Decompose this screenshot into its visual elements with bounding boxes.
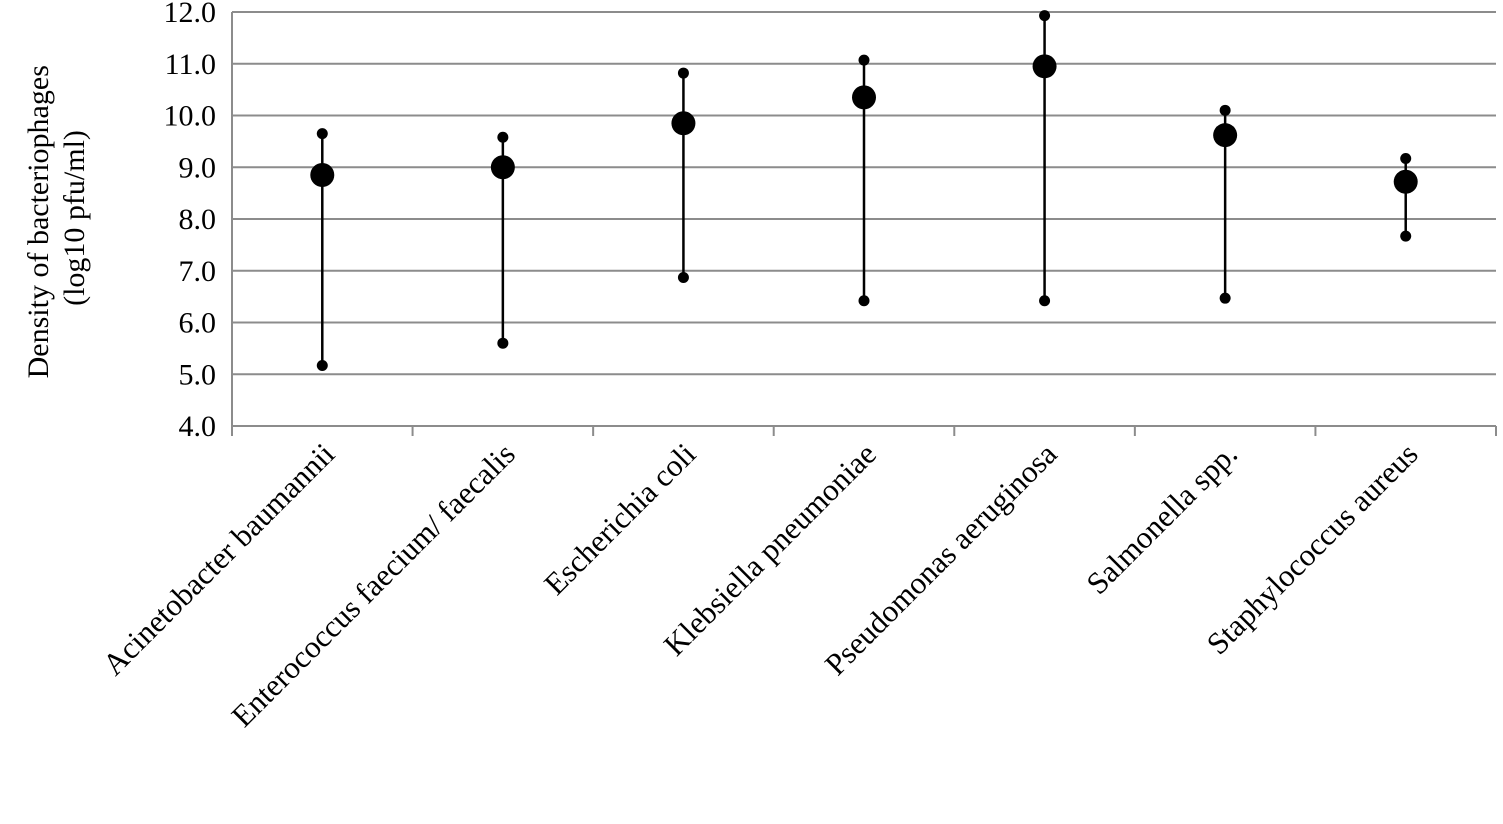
y-tick-label: 12.0	[164, 0, 217, 29]
min-point	[316, 359, 328, 371]
y-tick-labels: 4.0 5.0 6.0 7.0 8.0 9.0 10.0 11.0 12.0	[164, 0, 217, 443]
min-point	[1219, 292, 1231, 304]
y-tick-label: 7.0	[179, 255, 217, 288]
y-tick-label: 4.0	[179, 410, 217, 443]
min-point	[497, 337, 509, 349]
min-point	[1400, 230, 1412, 242]
axes	[231, 12, 1497, 436]
y-axis-title-line-2: (log10 pfu/ml)	[58, 130, 91, 306]
max-point	[1039, 10, 1051, 22]
y-tick-label: 5.0	[179, 358, 217, 391]
mean-point	[1032, 54, 1057, 79]
y-tick-label: 11.0	[165, 48, 216, 81]
y-axis-title: Density of bacteriophages (log10 pfu/ml)	[22, 58, 91, 379]
x-category-label: Enterococcus faecium/ faecalis	[224, 436, 521, 733]
data-points	[310, 10, 1418, 371]
mean-point	[671, 111, 696, 136]
max-point	[1400, 152, 1412, 164]
mean-point	[490, 155, 515, 180]
range-lines	[321, 15, 1407, 366]
min-point	[858, 295, 870, 307]
y-tick-label: 9.0	[179, 151, 217, 184]
max-point	[497, 131, 509, 143]
min-point	[1039, 295, 1051, 307]
y-tick-label: 10.0	[164, 100, 217, 133]
y-tick-label: 8.0	[179, 203, 217, 236]
x-category-label: Escherichia coli	[537, 436, 703, 602]
max-point	[316, 128, 328, 140]
mean-point	[310, 163, 335, 188]
y-axis-title-line-1: Density of bacteriophages	[22, 65, 55, 378]
min-point	[677, 271, 689, 283]
y-tick-label: 6.0	[179, 307, 217, 340]
mean-point	[1393, 169, 1418, 194]
mean-point	[852, 85, 876, 110]
x-category-label: Salmonella spp.	[1079, 436, 1244, 601]
max-point	[677, 67, 689, 79]
max-point	[858, 54, 870, 66]
max-point	[1219, 104, 1231, 116]
mean-point	[1213, 123, 1238, 148]
